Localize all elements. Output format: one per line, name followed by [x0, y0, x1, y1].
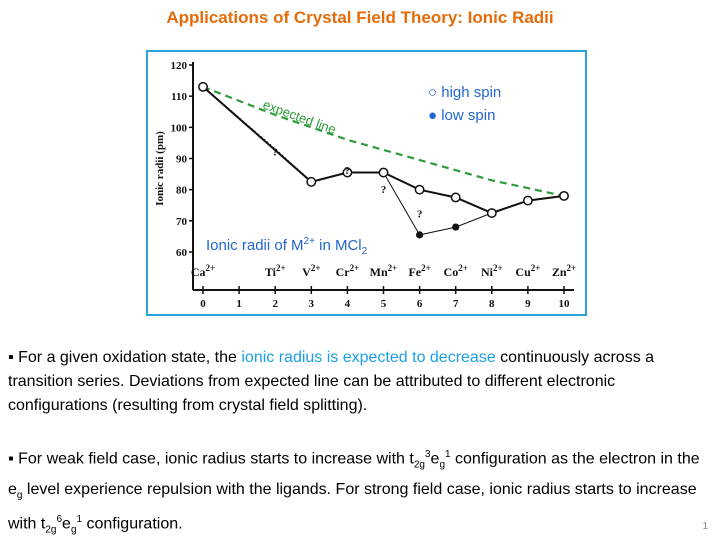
x-tick-label: 4 — [345, 298, 351, 310]
ion-label: Ni2+ — [481, 263, 503, 279]
slide-title: Applications of Crystal Field Theory: Io… — [166, 8, 554, 27]
x-tick-label: 1 — [236, 298, 242, 310]
ion-label: Zn2+ — [552, 263, 576, 279]
high-spin-point — [342, 167, 353, 178]
y-tick-label: 80 — [176, 185, 188, 197]
ion-label: Ti2+ — [265, 263, 286, 279]
bullet-2: ▪ For weak field case, ionic radius star… — [8, 449, 700, 536]
x-tick-label: 9 — [525, 298, 531, 310]
ion-label: Fe2+ — [408, 263, 430, 279]
high-spin-point — [306, 176, 317, 187]
low-spin-line — [383, 172, 492, 236]
data-lines — [202, 86, 565, 236]
expected-line-path — [202, 85, 565, 197]
page-number: 1 — [702, 521, 708, 532]
high-spin-point — [559, 190, 569, 201]
y-tick-label: 70 — [176, 216, 188, 228]
ionic-radii-chart: 60 70 80 90 100 110 120 Ionic radii (pm) 0 Ca2+ 1 2… — [154, 60, 576, 310]
high-spin-point — [486, 208, 497, 218]
high-spin-point — [378, 167, 389, 178]
chart-annotation: Ionic radii of M2+ in MCl2 — [206, 236, 368, 257]
x-tick-label: 7 — [453, 298, 459, 310]
high-spin-point — [450, 192, 461, 203]
data-points — [198, 81, 569, 239]
x-tick-label: 5 — [381, 298, 387, 310]
highlight-text: ionic radius is expected to decrease — [241, 349, 496, 366]
y-axis-label: Ionic radii (pm) — [154, 131, 166, 206]
x-tick-label: 2 — [272, 298, 278, 310]
low-spin-point — [452, 223, 460, 231]
legend-high-spin: ○ high spin — [428, 84, 501, 101]
x-tick-label: 0 — [200, 298, 206, 310]
ion-label: Co2+ — [444, 263, 468, 279]
y-tick-label: 110 — [171, 91, 187, 103]
chart-axes: 60 70 80 90 100 110 120 Ionic radii (pm) 0 Ca2+ 1 2… — [154, 60, 576, 310]
high-spin-point — [414, 184, 425, 195]
x-tick-label: 8 — [489, 298, 495, 310]
question-mark: ? — [345, 165, 351, 177]
y-tick-label: 100 — [171, 122, 188, 134]
expected-line — [202, 85, 565, 197]
ion-label: Ca2+ — [191, 263, 215, 279]
high-spin-point — [522, 195, 533, 206]
x-tick-label: 6 — [417, 298, 423, 310]
question-mark: ? — [381, 184, 387, 196]
bullet-1: ▪ For a given oxidation state, the ionic… — [8, 349, 655, 414]
question-mark: ? — [417, 209, 423, 221]
ion-label: Mn2+ — [370, 263, 398, 279]
ion-label: Cu2+ — [515, 263, 540, 279]
low-spin-point — [416, 231, 424, 239]
x-tick-label: 3 — [309, 298, 315, 310]
legend-low-spin: ● low spin — [428, 107, 495, 124]
ion-label: Cr2+ — [336, 263, 360, 279]
y-tick-label: 120 — [171, 60, 188, 72]
high-spin-point — [198, 81, 208, 92]
y-tick-label: 60 — [176, 247, 188, 259]
y-tick-label: 90 — [176, 154, 188, 166]
ion-label: V2+ — [302, 263, 320, 279]
expected-line-label: expected line — [261, 97, 338, 137]
question-mark: ? — [272, 146, 278, 158]
x-tick-label: 10 — [559, 298, 571, 310]
